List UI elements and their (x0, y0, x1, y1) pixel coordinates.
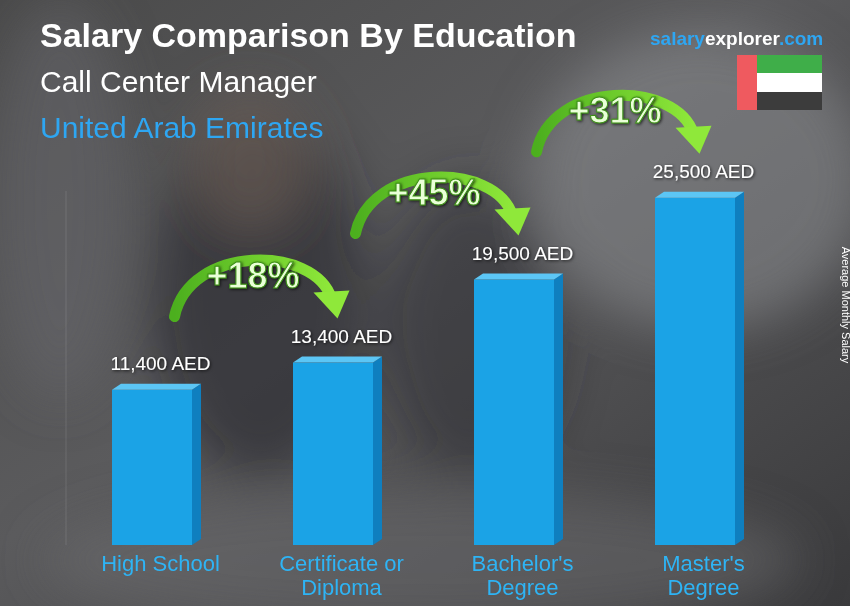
flag-white (757, 73, 822, 92)
bar (474, 280, 554, 546)
source-part: .com (779, 28, 823, 49)
category-label: Bachelor'sDegree (471, 551, 573, 600)
title: Salary Comparison By Education (40, 16, 577, 54)
location: United Arab Emirates (40, 111, 323, 144)
bg-wall (0, 0, 130, 400)
value-label: 11,400 AED (110, 353, 210, 374)
growth-annotation: +45% (387, 172, 480, 213)
category-label-line: Master's (662, 551, 744, 576)
source: salaryexplorer.com (650, 28, 823, 49)
bar-side (192, 384, 201, 545)
bar-top (655, 192, 744, 198)
bar-top (293, 357, 382, 363)
source-part: salary (650, 28, 705, 49)
category-label-line: Bachelor's (471, 551, 573, 576)
category-label: Certificate orDiploma (279, 551, 404, 600)
category-label-line: Degree (667, 575, 739, 600)
category-label: Master'sDegree (662, 551, 744, 600)
arrow-head (676, 126, 712, 154)
value-label: 13,400 AED (291, 326, 392, 347)
bar-top (112, 384, 201, 390)
arrow-head (314, 291, 350, 319)
flag-red (737, 55, 757, 110)
category-label-line: High School (101, 551, 220, 576)
category-label-line: Certificate or (279, 551, 404, 576)
value-axis-line (66, 191, 67, 545)
value-label: 25,500 AED (653, 161, 754, 182)
source-part: explorer (705, 28, 781, 49)
category-label: High School (101, 551, 220, 576)
category-label-line: Degree (486, 575, 558, 600)
y-axis-label: Average Monthly Salary (840, 247, 850, 364)
value-label: 19,500 AED (472, 243, 573, 264)
bar-side (735, 192, 744, 545)
chart: Salary Comparison By Education Call Cente… (0, 0, 850, 606)
flag-green (757, 55, 822, 73)
bar (655, 198, 735, 545)
growth-annotation: +31% (568, 90, 661, 131)
growth-annotation: +18% (206, 255, 299, 296)
bar (112, 390, 192, 545)
bar-side (373, 357, 382, 545)
flag-black (757, 92, 822, 110)
subtitle: Call Center Manager (40, 65, 317, 98)
bar (293, 363, 373, 545)
background-photo (0, 0, 850, 606)
flag (737, 55, 822, 110)
bar-top (474, 274, 563, 280)
category-label-line: Diploma (301, 575, 382, 600)
bar-side (554, 274, 563, 546)
arrow-head (495, 208, 531, 236)
